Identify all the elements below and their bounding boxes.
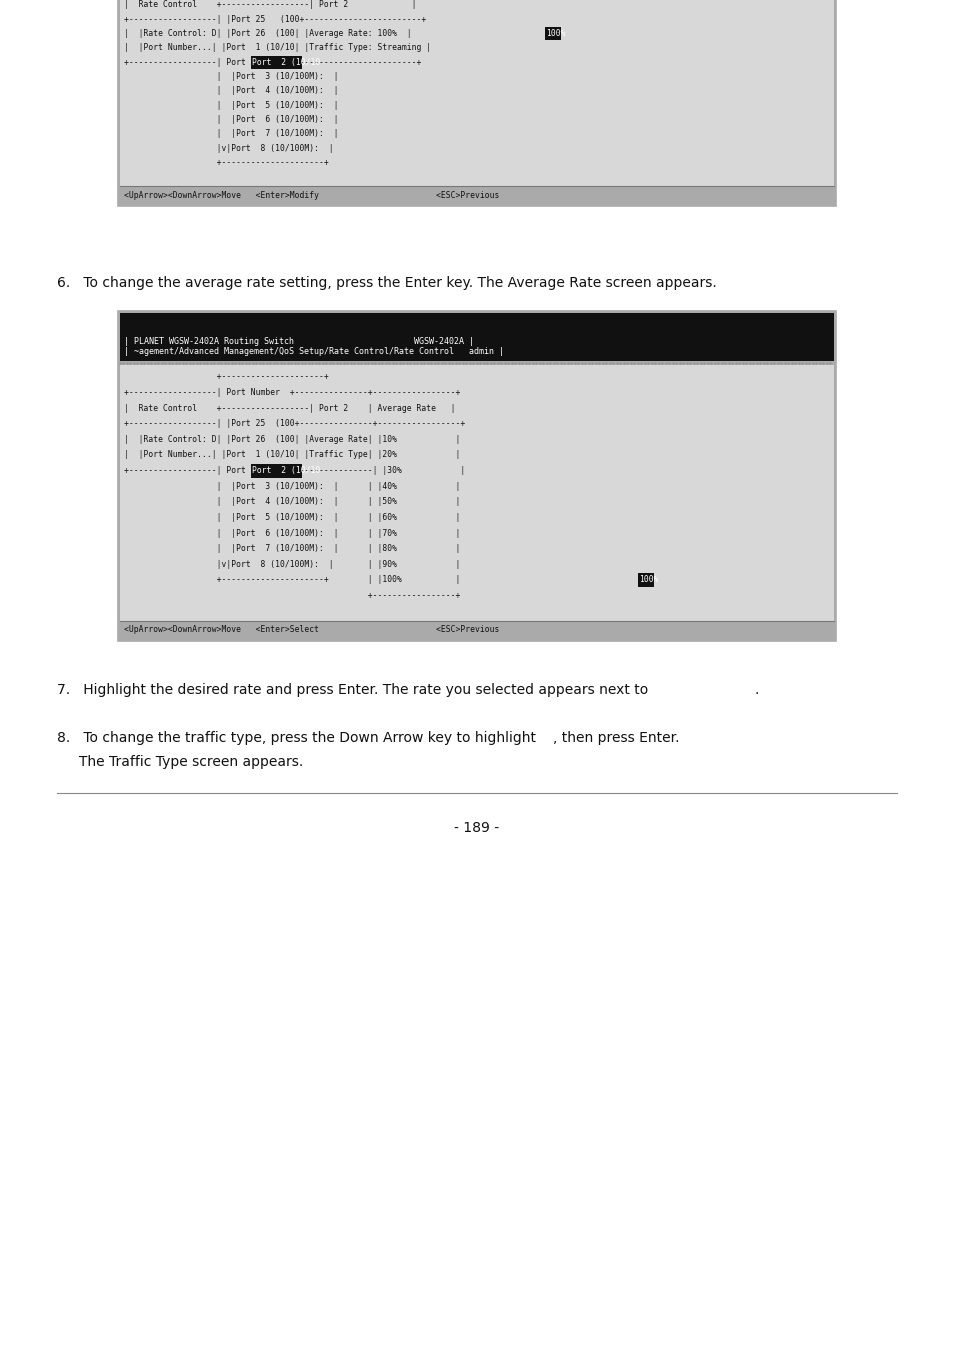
Text: Port  2 (10/10: Port 2 (10/10 (252, 58, 320, 66)
Text: +------------------| |Port 25   (100+------------------------+: +------------------| |Port 25 (100+-----… (124, 15, 426, 24)
Bar (638, 573, 653, 588)
Text: |  Rate Control    +------------------| Port 2             |: | Rate Control +------------------| Port… (124, 0, 416, 9)
Bar (251, 57, 301, 69)
Text: |  |Port  6 (10/100M):  |      | |70%            |: | |Port 6 (10/100M): | | |70% | (124, 528, 460, 538)
Text: +---------------------+: +---------------------+ (124, 373, 329, 381)
Text: 8.   To change the traffic type, press the Down Arrow key to highlight: 8. To change the traffic type, press the… (57, 731, 536, 744)
Bar (120, 313, 833, 361)
Text: +-----------------+: +-----------------+ (124, 592, 460, 600)
Text: +------------------| Port  2 (10/10+------------------------+: +------------------| Port 2 (10/10+-----… (124, 58, 421, 66)
Text: 6.   To change the average rate setting, press the Enter key. The Average Rate s: 6. To change the average rate setting, p… (57, 276, 716, 290)
Text: |  |Rate Control: D| |Port 26  (100| |Average Rate: 100%  |: | |Rate Control: D| |Port 26 (100| |Aver… (124, 28, 411, 38)
Text: .: . (754, 684, 759, 697)
Text: +---------------------+: +---------------------+ (124, 158, 329, 168)
Text: , then press Enter.: , then press Enter. (553, 731, 679, 744)
Text: +------------------| Port  2 (10/10+---------------| |30%            |: +------------------| Port 2 (10/10+-----… (124, 466, 465, 476)
Text: |  |Port  4 (10/100M):  |: | |Port 4 (10/100M): | (124, 86, 338, 96)
Text: | ~agement/Advanced Management/QoS Setup/Rate Control/Rate Control   admin |: | ~agement/Advanced Management/QoS Setup… (124, 346, 503, 355)
Text: |  |Port  7 (10/100M):  |      | |80%            |: | |Port 7 (10/100M): | | |80% | (124, 544, 460, 553)
Text: |  |Port Number...| |Port  1 (10/10| |Traffic Type| |20%            |: | |Port Number...| |Port 1 (10/10| |Traf… (124, 450, 460, 459)
Text: |  |Port  5 (10/100M):  |: | |Port 5 (10/100M): | (124, 101, 338, 109)
Text: |  |Port  3 (10/100M):  |: | |Port 3 (10/100M): | (124, 72, 338, 81)
Text: - 189 -: - 189 - (454, 821, 499, 835)
Text: |  |Port Number...| |Port  1 (10/10| |Traffic Type: Streaming |: | |Port Number...| |Port 1 (10/10| |Traf… (124, 43, 431, 53)
Text: 7.   Highlight the desired rate and press Enter. The rate you selected appears n: 7. Highlight the desired rate and press … (57, 684, 648, 697)
Text: |  Rate Control    +------------------| Port 2    | Average Rate   |: | Rate Control +------------------| Port… (124, 404, 455, 412)
Bar (251, 463, 301, 478)
Bar (118, 0, 835, 205)
Text: 100%: 100% (545, 28, 565, 38)
Text: |  |Port  6 (10/100M):  |: | |Port 6 (10/100M): | (124, 115, 338, 124)
Text: <UpArrow><DownArrow>Move   <Enter>Select                        <ESC>Previous: <UpArrow><DownArrow>Move <Enter>Select <… (124, 626, 498, 635)
Text: |v|Port  8 (10/100M):  |: |v|Port 8 (10/100M): | (124, 143, 334, 153)
Bar (544, 27, 560, 41)
Bar (118, 311, 835, 640)
Bar (120, 0, 833, 186)
Text: |  |Port  5 (10/100M):  |      | |60%            |: | |Port 5 (10/100M): | | |60% | (124, 513, 460, 521)
Text: |  |Port  3 (10/100M):  |      | |40%            |: | |Port 3 (10/100M): | | |40% | (124, 482, 460, 490)
Text: Port  2 (10/10: Port 2 (10/10 (252, 466, 320, 476)
Text: +---------------------+        | |100%           |: +---------------------+ | |100% | (124, 576, 460, 585)
Text: |  |Port  7 (10/100M):  |: | |Port 7 (10/100M): | (124, 130, 338, 138)
Text: | PLANET WGSW-2402A Routing Switch                        WGSW-2402A |: | PLANET WGSW-2402A Routing Switch WGSW-… (124, 336, 474, 346)
Text: |v|Port  8 (10/100M):  |       | |90%            |: |v|Port 8 (10/100M): | | |90% | (124, 559, 460, 569)
Text: +------------------| |Port 25  (100+---------------+-----------------+: +------------------| |Port 25 (100+-----… (124, 419, 465, 428)
Text: The Traffic Type screen appears.: The Traffic Type screen appears. (57, 755, 303, 769)
Text: |  |Port  4 (10/100M):  |      | |50%            |: | |Port 4 (10/100M): | | |50% | (124, 497, 460, 507)
Text: 100%: 100% (639, 576, 658, 585)
Text: +------------------| Port Number  +---------------+-----------------+: +------------------| Port Number +------… (124, 388, 460, 397)
Text: |  |Rate Control: D| |Port 26  (100| |Average Rate| |10%            |: | |Rate Control: D| |Port 26 (100| |Aver… (124, 435, 460, 444)
Bar (120, 365, 833, 621)
Text: <UpArrow><DownArrow>Move   <Enter>Modify                        <ESC>Previous: <UpArrow><DownArrow>Move <Enter>Modify <… (124, 190, 498, 200)
